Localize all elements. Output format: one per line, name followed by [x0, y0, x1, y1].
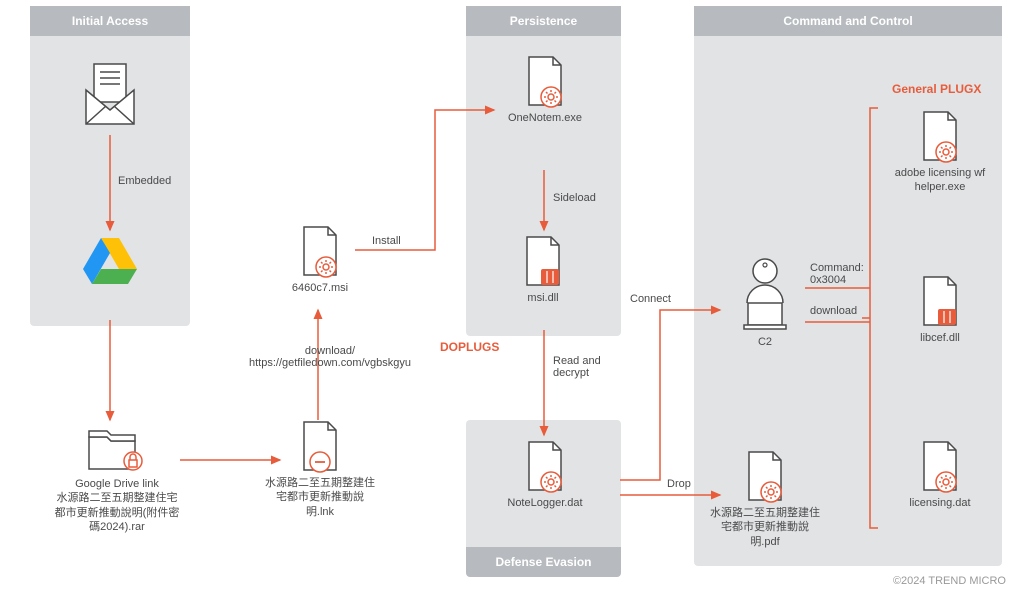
operator-icon — [730, 255, 800, 335]
msidll-label: msi.dll — [508, 291, 578, 305]
gdrive-link-label: Google Drive link 水源路二至五期整建住宅都市更新推動說明(附件… — [52, 477, 182, 534]
libcef-label: libcef.dll — [905, 331, 975, 345]
file-adobe-icon — [918, 110, 962, 166]
email-node — [75, 60, 145, 130]
edge-embedded: Embedded — [118, 175, 171, 187]
msi-label: 6460c7.msi — [285, 281, 355, 295]
file-exe-icon — [523, 55, 567, 111]
notelogger-node: NoteLogger.dat — [500, 440, 590, 510]
envelope-icon — [80, 60, 140, 130]
c2-label: C2 — [725, 335, 805, 349]
edge-download: download — [810, 305, 857, 317]
notelogger-label: NoteLogger.dat — [500, 496, 590, 510]
edge-read-decrypt: Read and decrypt — [553, 355, 601, 379]
edge-install: Install — [372, 235, 401, 247]
pdf-node: 水源路二至五期整建住宅都市更新推動說明.pdf — [710, 450, 820, 549]
doplugs-label: DOPLUGS — [440, 340, 499, 354]
file-pdf-icon — [743, 450, 787, 506]
col-header-defense: Defense Evasion — [466, 547, 621, 577]
edge-download-url: download/ https://getfiledown.com/vgbskg… — [230, 345, 430, 369]
onenotem-node: OneNotem.exe — [500, 55, 590, 125]
c2-node: C2 — [725, 255, 805, 349]
footer-copyright: ©2024 TREND MICRO — [893, 575, 1006, 587]
edge-connect: Connect — [630, 293, 671, 305]
file-libcef-icon — [918, 275, 962, 331]
onenotem-label: OneNotem.exe — [500, 111, 590, 125]
col-header-c2: Command and Control — [694, 6, 1002, 36]
file-lnk-icon — [298, 420, 342, 476]
edge-command: Command: 0x3004 — [810, 262, 864, 286]
folder-lock-icon — [85, 425, 149, 477]
gdrive-icon — [82, 235, 138, 285]
file-licensing-icon — [918, 440, 962, 496]
col-header-initial: Initial Access — [30, 6, 190, 36]
adobe-node: adobe licensing wf helper.exe — [890, 110, 990, 195]
general-plugx-label: General PLUGX — [892, 82, 981, 96]
lnk-node: 水源路二至五期整建住宅都市更新推動說明.lnk — [265, 420, 375, 519]
edge-sideload: Sideload — [553, 192, 596, 204]
msidll-node: msi.dll — [508, 235, 578, 305]
gdrive-icon-node — [80, 235, 140, 285]
msi-node: 6460c7.msi — [285, 225, 355, 295]
pdf-label: 水源路二至五期整建住宅都市更新推動說明.pdf — [710, 506, 820, 549]
adobe-label: adobe licensing wf helper.exe — [890, 166, 990, 195]
licensing-node: licensing.dat — [900, 440, 980, 510]
file-gear-icon — [298, 225, 342, 281]
lnk-label: 水源路二至五期整建住宅都市更新推動說明.lnk — [265, 476, 375, 519]
edge-drop: Drop — [667, 478, 691, 490]
gdrive-link-node: Google Drive link 水源路二至五期整建住宅都市更新推動說明(附件… — [52, 425, 182, 534]
file-dat-icon — [523, 440, 567, 496]
col-header-persist: Persistence — [466, 6, 621, 36]
licensing-label: licensing.dat — [900, 496, 980, 510]
libcef-node: libcef.dll — [905, 275, 975, 345]
file-dll-icon — [521, 235, 565, 291]
